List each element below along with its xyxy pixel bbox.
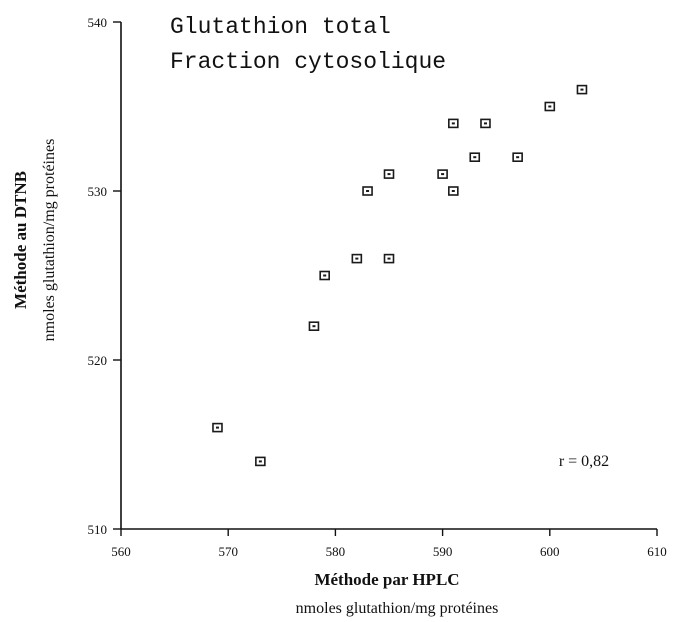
x-tick-label: 610 bbox=[647, 544, 667, 559]
data-point-center bbox=[451, 190, 455, 192]
y-ticks: 510 520 530 540 bbox=[88, 15, 121, 537]
data-point-center bbox=[483, 122, 487, 125]
x-axis-title: Méthode par HPLC bbox=[314, 570, 459, 589]
data-point-center bbox=[548, 105, 552, 108]
data-point-center bbox=[516, 156, 520, 159]
data-point-center bbox=[451, 122, 455, 125]
x-tick-label: 570 bbox=[218, 544, 238, 559]
x-tick-label: 600 bbox=[540, 544, 560, 559]
chart-title-line-1: Glutathion total bbox=[170, 14, 391, 40]
data-point-center bbox=[312, 325, 316, 328]
x-axis-subtitle: nmoles glutathion/mg protéines bbox=[296, 600, 499, 617]
y-axis-title: Méthode au DTNB bbox=[11, 171, 30, 309]
y-tick-label: 520 bbox=[88, 353, 108, 368]
data-point-center bbox=[323, 274, 327, 277]
y-tick-label: 540 bbox=[88, 15, 108, 30]
correlation-annotation: r = 0,82 bbox=[559, 453, 609, 470]
data-point-center bbox=[580, 88, 584, 91]
data-point-center bbox=[355, 257, 359, 260]
data-point-center bbox=[258, 460, 262, 463]
data-point-center bbox=[387, 257, 391, 260]
data-point-center bbox=[215, 426, 219, 429]
y-axis-subtitle: nmoles glutathion/mg protéines bbox=[41, 139, 58, 342]
axes bbox=[120, 22, 657, 530]
y-tick-label: 510 bbox=[88, 522, 108, 537]
data-points bbox=[212, 84, 588, 467]
data-point-center bbox=[387, 173, 391, 176]
x-tick-label: 580 bbox=[326, 544, 346, 559]
x-ticks: 560 570 580 590 600 610 bbox=[111, 529, 667, 559]
x-tick-label: 590 bbox=[433, 544, 453, 559]
data-point-center bbox=[366, 190, 370, 192]
y-tick-label: 530 bbox=[88, 184, 108, 199]
data-point-center bbox=[441, 173, 445, 176]
x-tick-label: 560 bbox=[111, 544, 131, 559]
data-point-center bbox=[473, 156, 477, 159]
chart-title-line-2: Fraction cytosolique bbox=[170, 49, 446, 75]
